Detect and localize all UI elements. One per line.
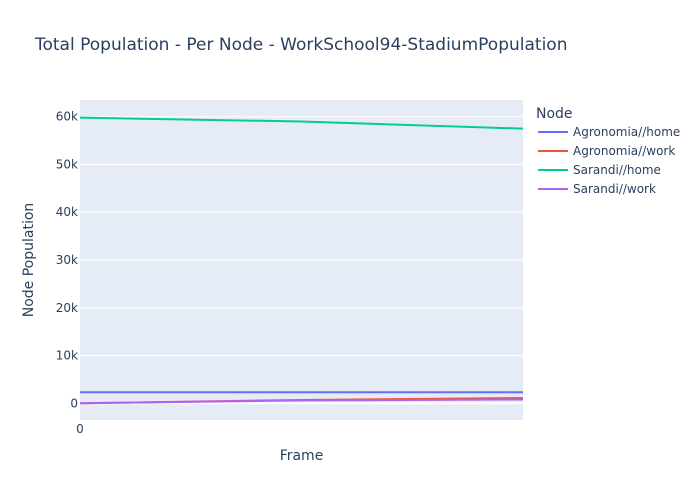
legend-item[interactable]: Sarandi//home <box>538 163 661 177</box>
y-tick-label: 40k <box>56 205 78 219</box>
series-line-sarandi-work[interactable] <box>79 398 524 405</box>
legend-item[interactable]: Agronomia//work <box>538 144 675 158</box>
legend-item[interactable]: Agronomia//home <box>538 125 680 139</box>
y-tick-label: 10k <box>56 349 78 363</box>
y-tick-label: 60k <box>56 110 78 124</box>
series-lines <box>79 116 524 405</box>
legend-label: Agronomia//home <box>573 125 680 139</box>
y-tick-label: 50k <box>56 157 78 171</box>
x-axis-title: Frame <box>280 448 324 464</box>
y-tick-label: 20k <box>56 301 78 315</box>
legend-title: Node <box>536 106 573 122</box>
x-axis-ticks: 0 <box>76 422 84 436</box>
legend-item[interactable]: Sarandi//work <box>538 182 656 196</box>
legend-label: Sarandi//home <box>573 163 661 177</box>
legend: Node Agronomia//home Agronomia//work Saran… <box>536 106 680 196</box>
series-line-sarandi-home[interactable] <box>79 116 524 130</box>
y-axis-title: Node Population <box>21 203 37 318</box>
chart-title: Total Population - Per Node - WorkSchool… <box>34 35 567 55</box>
y-tick-label: 30k <box>56 253 78 267</box>
y-tick-label: 0 <box>70 396 78 410</box>
legend-label: Sarandi//work <box>573 182 656 196</box>
x-tick-label: 0 <box>76 422 84 436</box>
y-axis-ticks: 0 10k 20k 30k 40k 50k 60k <box>56 110 78 411</box>
legend-label: Agronomia//work <box>573 144 675 158</box>
